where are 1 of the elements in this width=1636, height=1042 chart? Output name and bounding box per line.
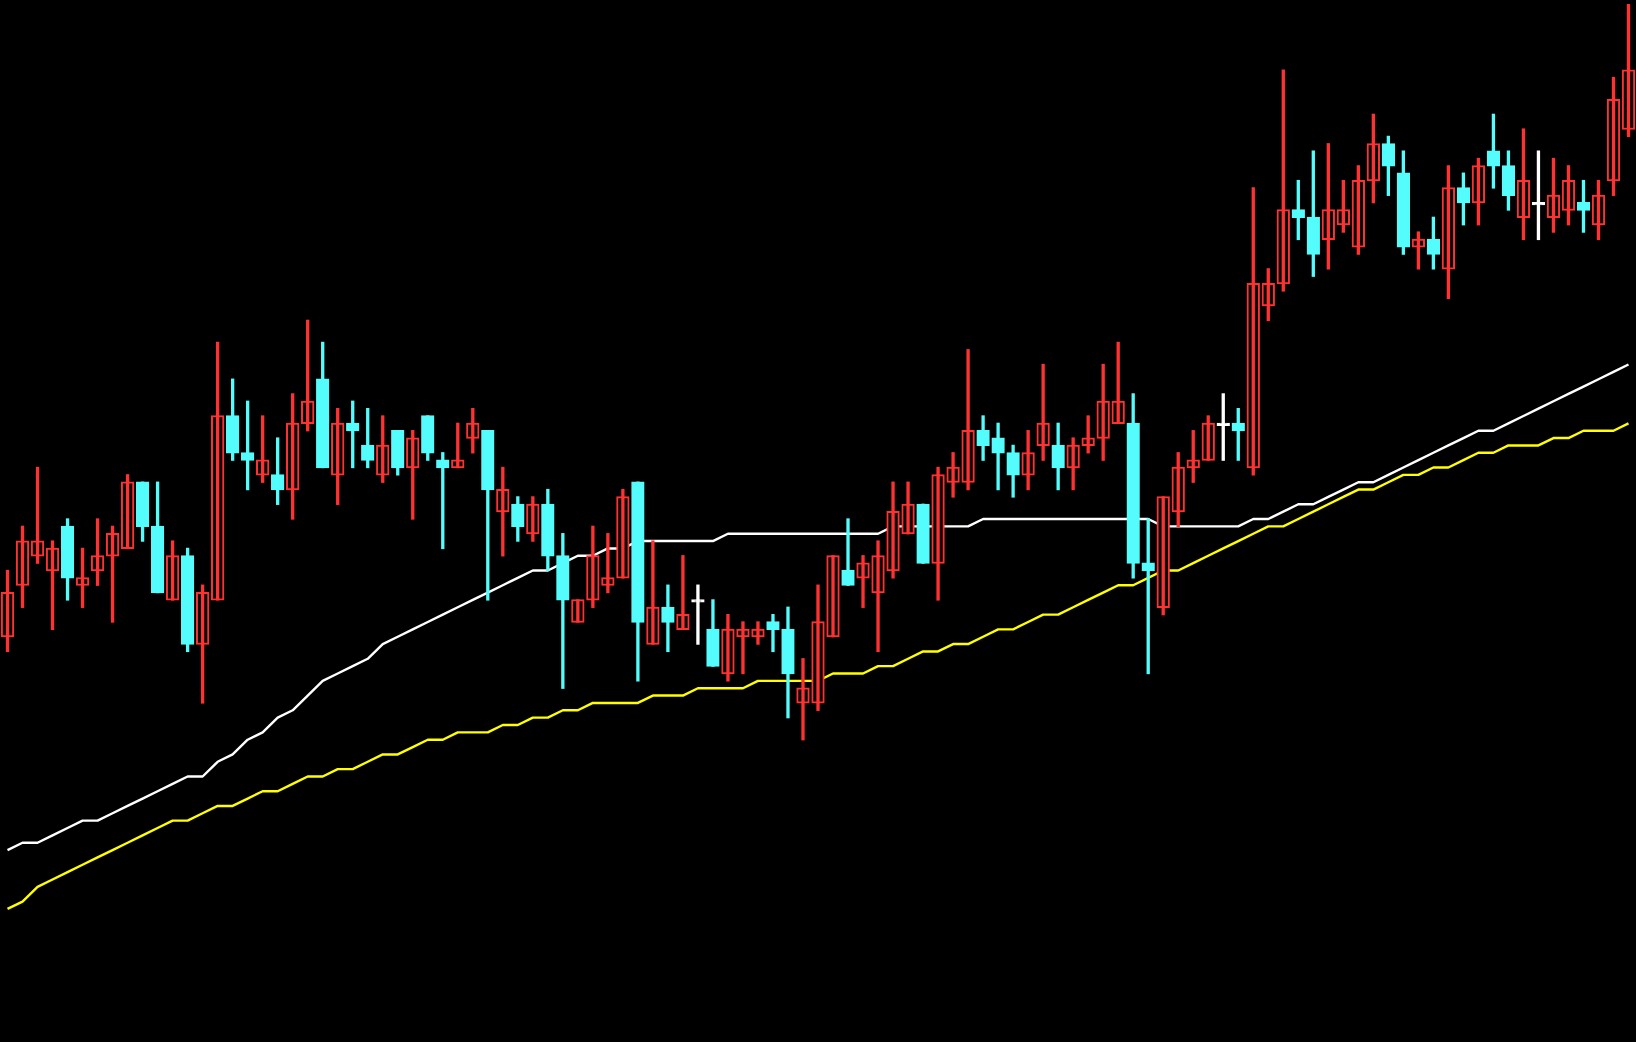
candlestick <box>691 584 705 645</box>
